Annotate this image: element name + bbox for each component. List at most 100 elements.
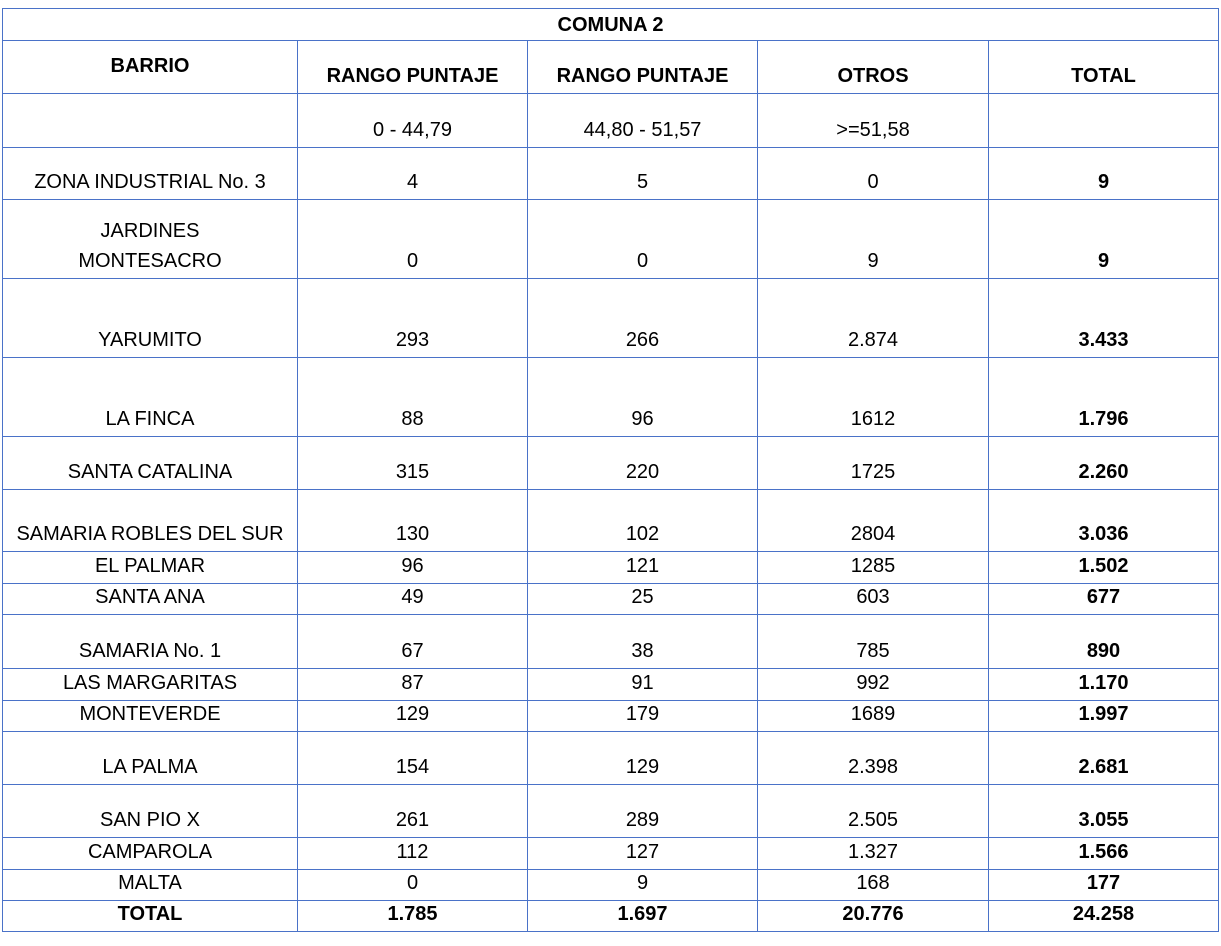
value-cell: 992 (757, 668, 989, 701)
cell-text: 0 (406, 872, 419, 894)
barrio-cell: SAMARIA ROBLES DEL SUR (2, 489, 298, 552)
value-cell: 9 (757, 199, 989, 279)
cell-text: 293 (395, 329, 430, 351)
value-cell: 1285 (757, 551, 989, 584)
header-cell: RANGO PUNTAJE (297, 40, 528, 94)
value-cell: 3.433 (988, 278, 1219, 358)
cell-text: 2804 (850, 523, 896, 545)
value-cell: 603 (757, 583, 989, 615)
cell-text: 112 (396, 841, 429, 863)
value-cell: 102 (527, 489, 758, 552)
title-cell: COMUNA 2 (2, 8, 1219, 41)
cell-text: 1.566 (1078, 841, 1129, 863)
value-cell: 38 (527, 614, 758, 669)
value-cell: 1.796 (988, 357, 1219, 437)
value-cell: 67 (297, 614, 528, 669)
value-cell: 289 (527, 784, 758, 838)
cell-text: 24.258 (1072, 903, 1135, 925)
cell-text: 1.697 (617, 903, 668, 925)
range-cell: >=51,58 (757, 93, 989, 148)
cell-text: 20.776 (842, 903, 904, 925)
cell-text: MALTA (118, 872, 182, 894)
value-cell: 91 (527, 668, 758, 701)
cell-text: 177 (1086, 872, 1121, 894)
value-cell: 9 (988, 147, 1219, 200)
value-cell: 130 (297, 489, 528, 552)
value-cell: 266 (527, 278, 758, 358)
header-cell: BARRIO (2, 40, 298, 94)
cell-text: 677 (1086, 586, 1121, 608)
barrio-cell: MONTEVERDE (2, 700, 298, 732)
range-cell: 0 - 44,79 (297, 93, 528, 148)
value-cell: 220 (527, 436, 758, 490)
cell-text: SAMARIA No. 1 (78, 640, 222, 662)
value-cell: 4 (297, 147, 528, 200)
cell-text: 9 (1097, 171, 1110, 193)
cell-text: 1.796 (1078, 408, 1129, 430)
header-cell: TOTAL (988, 40, 1219, 94)
cell-text: LA FINCA (105, 408, 195, 430)
cell-text: 2.874 (847, 329, 899, 351)
value-cell: 2804 (757, 489, 989, 552)
cell-text: 1.502 (1078, 555, 1129, 577)
value-cell: 177 (988, 869, 1219, 901)
cell-text: 2.505 (847, 809, 899, 831)
cell-text: YARUMITO (98, 329, 202, 351)
cell-text: SAN PIO X (99, 809, 201, 831)
cell-text: 96 (631, 408, 654, 430)
cell-text: LA PALMA (102, 756, 198, 778)
value-cell: 2.681 (988, 731, 1219, 785)
value-cell: 154 (297, 731, 528, 785)
barrio-cell: LA FINCA (2, 357, 298, 437)
cell-text: 154 (395, 756, 430, 778)
cell-text: >=51,58 (836, 119, 910, 141)
cell-text: 1.327 (847, 841, 899, 863)
range-cell: 44,80 - 51,57 (527, 93, 758, 148)
total-cell: 1.697 (527, 900, 758, 932)
cell-text: 289 (625, 809, 660, 831)
cell-text: 785 (856, 640, 890, 662)
barrio-cell: SAN PIO X (2, 784, 298, 838)
barrio-cell: SANTA CATALINA (2, 436, 298, 490)
value-cell: 2.398 (757, 731, 989, 785)
cell-text: 130 (395, 523, 430, 545)
value-cell: 87 (297, 668, 528, 701)
value-cell: 129 (527, 731, 758, 785)
value-cell: 315 (297, 436, 528, 490)
cell-text: SAMARIA ROBLES DEL SUR (16, 523, 284, 545)
cell-text: 3.036 (1078, 523, 1129, 545)
cell-text: 315 (395, 461, 430, 483)
value-cell: 1.502 (988, 551, 1219, 584)
cell-text: SANTA CATALINA (67, 461, 233, 483)
barrio-cell: LAS MARGARITAS (2, 668, 298, 701)
value-cell: 168 (757, 869, 989, 901)
value-cell: 49 (297, 583, 528, 615)
barrio-cell: ZONA INDUSTRIAL No. 3 (2, 147, 298, 200)
cell-text: 121 (625, 555, 660, 577)
value-cell: 677 (988, 583, 1219, 615)
cell-text: 0 - 44,79 (373, 119, 452, 141)
barrio-cell: SANTA ANA (2, 583, 298, 615)
cell-text: 179 (625, 703, 660, 725)
cell-text: 992 (856, 672, 890, 694)
value-cell: 890 (988, 614, 1219, 669)
cell-text: LAS MARGARITAS (62, 672, 238, 694)
barrio-cell: EL PALMAR (2, 551, 298, 584)
cell-text: 87 (401, 672, 424, 694)
cell-text: 2.398 (847, 756, 899, 778)
cell-text: 0 (867, 171, 879, 193)
cell-text: EL PALMAR (94, 555, 206, 577)
value-cell: 2.260 (988, 436, 1219, 490)
cell-text: 1689 (850, 703, 896, 725)
total-cell: TOTAL (2, 900, 298, 932)
cell-text: 38 (631, 640, 654, 662)
cell-text: 1.997 (1078, 703, 1129, 725)
cell-text: JARDINES MONTESACRO (78, 220, 222, 272)
barrio-cell: CAMPAROLA (2, 837, 298, 870)
value-cell: 88 (297, 357, 528, 437)
cell-text: 9 (1097, 250, 1110, 272)
value-cell: 25 (527, 583, 758, 615)
value-cell: 112 (297, 837, 528, 870)
cell-text: 0 (636, 250, 649, 272)
cell-text: 44,80 - 51,57 (583, 119, 702, 141)
